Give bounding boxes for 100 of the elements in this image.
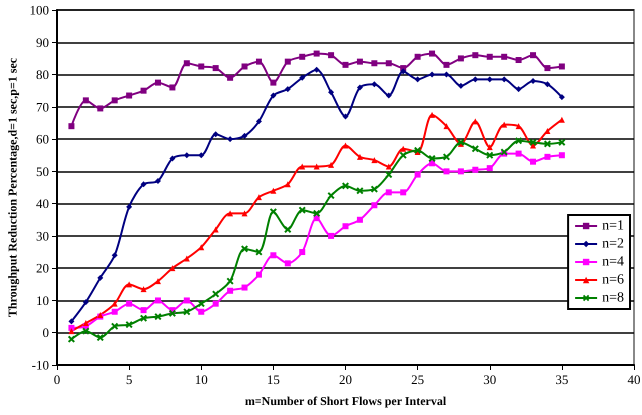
point xyxy=(516,86,522,92)
point xyxy=(241,245,248,252)
point xyxy=(501,54,508,60)
point xyxy=(314,164,320,170)
point xyxy=(256,58,262,65)
point xyxy=(198,300,205,308)
x-tick-label: 5 xyxy=(126,372,132,387)
x-tick-label: 20 xyxy=(339,372,352,387)
point xyxy=(313,210,320,217)
point xyxy=(516,57,522,64)
point xyxy=(270,252,276,258)
point xyxy=(270,208,277,216)
point xyxy=(212,65,219,72)
point xyxy=(198,63,204,70)
point xyxy=(314,66,320,73)
legend-label: n=4 xyxy=(602,254,624,270)
point xyxy=(356,154,363,160)
point xyxy=(68,328,74,334)
point xyxy=(414,76,421,82)
y-tick-label: 40 xyxy=(36,196,49,212)
x-axis-title: m=Number of Short Flows per Interval xyxy=(244,394,447,408)
point xyxy=(126,321,133,328)
point xyxy=(82,97,89,104)
point xyxy=(140,286,147,292)
y-tick-label: -10 xyxy=(32,358,49,372)
point xyxy=(168,310,176,317)
point xyxy=(111,322,118,330)
point xyxy=(169,155,176,162)
point xyxy=(544,65,550,72)
point xyxy=(184,297,190,304)
x-tick-label: 40 xyxy=(628,372,640,387)
point xyxy=(154,297,161,304)
point xyxy=(486,54,493,60)
point xyxy=(428,154,436,162)
legend-label: n=1 xyxy=(602,218,624,234)
point xyxy=(284,260,291,266)
legend-label: n=2 xyxy=(602,236,624,252)
y-tick-label: 70 xyxy=(36,99,49,114)
point xyxy=(414,172,421,178)
point xyxy=(472,52,478,58)
point xyxy=(314,50,320,57)
point xyxy=(112,97,118,104)
point xyxy=(472,166,478,173)
point xyxy=(198,308,204,315)
point xyxy=(558,116,565,123)
point xyxy=(299,74,306,81)
y-tick-label: 20 xyxy=(36,260,49,276)
point xyxy=(458,82,464,89)
point xyxy=(544,81,550,88)
point xyxy=(68,318,74,324)
point xyxy=(442,153,450,160)
point xyxy=(284,86,291,92)
point xyxy=(212,131,219,138)
point xyxy=(154,80,161,86)
point xyxy=(544,140,551,148)
point xyxy=(342,142,348,149)
point xyxy=(516,150,522,157)
point xyxy=(414,54,421,60)
legend-label: n=6 xyxy=(602,272,624,288)
point xyxy=(82,320,89,326)
point xyxy=(472,145,479,152)
point xyxy=(386,92,392,99)
point xyxy=(82,299,89,306)
point xyxy=(97,105,104,112)
point xyxy=(226,278,234,285)
x-tick-label: 30 xyxy=(483,372,496,387)
point xyxy=(68,336,75,343)
point xyxy=(356,84,363,90)
point xyxy=(140,181,147,188)
y-tick-label: 100 xyxy=(30,2,49,18)
point xyxy=(370,186,378,193)
point xyxy=(400,146,406,152)
point xyxy=(184,60,190,66)
x-tick-label: 35 xyxy=(555,372,568,387)
point xyxy=(414,146,422,154)
point xyxy=(255,248,262,256)
point xyxy=(515,137,522,144)
point xyxy=(385,171,392,178)
point xyxy=(96,334,104,342)
point xyxy=(342,182,349,190)
point xyxy=(544,154,550,160)
y-tick-label: 60 xyxy=(36,132,49,147)
point xyxy=(530,158,536,165)
point xyxy=(342,114,348,120)
point xyxy=(299,249,306,256)
point xyxy=(227,74,234,81)
point xyxy=(328,89,334,96)
point xyxy=(458,168,464,174)
point xyxy=(530,52,536,58)
point xyxy=(342,62,348,68)
point xyxy=(400,152,407,159)
point xyxy=(558,63,565,70)
point xyxy=(82,328,90,335)
point xyxy=(400,189,406,196)
point xyxy=(284,226,292,233)
y-tick-label: 0 xyxy=(42,325,49,340)
point xyxy=(386,60,392,66)
point xyxy=(356,58,363,65)
point xyxy=(371,60,378,66)
point xyxy=(486,165,493,172)
